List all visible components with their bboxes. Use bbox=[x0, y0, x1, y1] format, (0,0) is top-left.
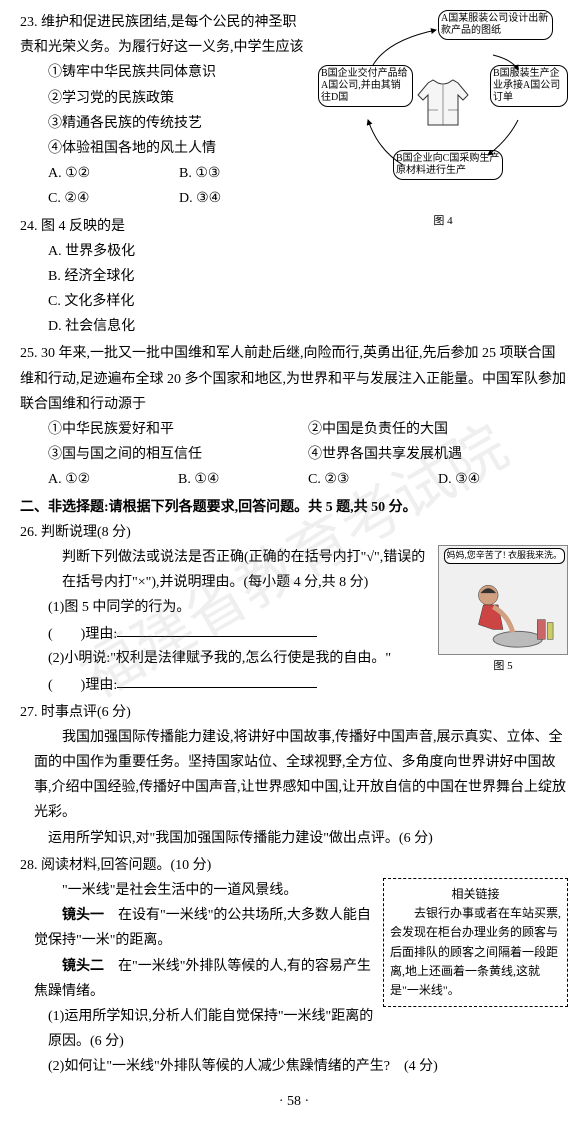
q27-title: 27. 时事点评(6 分) bbox=[20, 700, 568, 725]
q23-opt-a: A. ①② bbox=[48, 161, 179, 186]
q25-stem: 25. 30 年来,一批又一批中国维和军人前赴后继,向险而行,英勇出征,先后参加… bbox=[20, 341, 568, 417]
q24-opt-b: B. 经济全球化 bbox=[20, 264, 568, 289]
q26-sub2-reason: ( )理由: bbox=[48, 677, 117, 692]
fig4-box-bottom: B国企业向C国采购生产原材料进行生产 bbox=[393, 150, 503, 180]
question-24: 24. 图 4 反映的是 A. 世界多极化 B. 经济全球化 C. 文化多样化 … bbox=[20, 214, 568, 340]
q28-title: 28. 阅读材料,回答问题。(10 分) bbox=[20, 853, 568, 878]
fig4-box-left: B国企业交付产品给A国公司,并由其销往D国 bbox=[318, 65, 413, 107]
fig4-box-right: B国服装生产企业承接A国公司订单 bbox=[490, 65, 568, 107]
q23-opt-c: C. ②④ bbox=[48, 186, 179, 211]
q28-lens2-label: 镜头二 bbox=[62, 959, 104, 974]
jacket-icon bbox=[413, 75, 473, 130]
link-box-body: 去银行办事或者在车站买票,会发现在柜台办理业务的顾客与后面排队的顾客之间隔着一段… bbox=[390, 904, 561, 1000]
question-26: 26. 判断说理(8 分) 妈妈,您辛苦了! 衣服我来洗。 图 5 判断下列做法… bbox=[20, 520, 568, 698]
blank-line bbox=[117, 621, 317, 638]
q25-opt-a: A. ①② bbox=[48, 467, 178, 492]
q24-opt-a: A. 世界多极化 bbox=[20, 239, 568, 264]
question-25: 25. 30 年来,一批又一批中国维和军人前赴后继,向险而行,英勇出征,先后参加… bbox=[20, 341, 568, 492]
fig5-speech: 妈妈,您辛苦了! 衣服我来洗。 bbox=[444, 548, 566, 564]
blank-line bbox=[117, 672, 317, 689]
q25-opt-b: B. ①④ bbox=[178, 467, 308, 492]
q25-opt-d: D. ③④ bbox=[438, 467, 568, 492]
q25-opt-c: C. ②③ bbox=[308, 467, 438, 492]
q26-sub1-reason: ( )理由: bbox=[48, 626, 117, 641]
page-number: · 58 · bbox=[20, 1089, 568, 1114]
q28-sub2: (2)如何让"一米线"外排队等候的人减少焦躁情绪的产生? (4 分) bbox=[20, 1054, 568, 1079]
fig4-box-top: A国某服装公司设计出新款产品的图纸 bbox=[438, 10, 553, 40]
q25-sub-1: ①中华民族爱好和平 bbox=[48, 417, 308, 442]
question-27: 27. 时事点评(6 分) 我国加强国际传播能力建设,将讲好中国故事,传播好中国… bbox=[20, 700, 568, 851]
q25-sub-4: ④世界各国共享发展机遇 bbox=[308, 442, 568, 467]
q23-opt-b: B. ①③ bbox=[179, 161, 310, 186]
fig5-caption: 图 5 bbox=[438, 657, 568, 677]
q24-opt-d: D. 社会信息化 bbox=[20, 314, 568, 339]
q27-task: 运用所学知识,对"我国加强国际传播能力建设"做出点评。(6 分) bbox=[20, 826, 568, 851]
q24-opt-c: C. 文化多样化 bbox=[20, 289, 568, 314]
q25-sub-3: ③国与国之间的相互信任 bbox=[48, 442, 308, 467]
q27-body: 我国加强国际传播能力建设,将讲好中国故事,传播好中国声音,展示真实、立体、全面的… bbox=[20, 725, 568, 826]
link-box-title: 相关链接 bbox=[390, 885, 561, 904]
q23-opt-d: D. ③④ bbox=[179, 186, 310, 211]
fig4-caption: 图 4 bbox=[318, 212, 568, 232]
q28-sub1: (1)运用所学知识,分析人们能自觉保持"一米线"距离的原因。(6 分) bbox=[20, 1004, 568, 1054]
q28-lens1-label: 镜头一 bbox=[62, 908, 104, 923]
section-2-title: 二、非选择题:请根据下列各题要求,回答问题。共 5 题,共 50 分。 bbox=[20, 495, 568, 520]
question-28: 28. 阅读材料,回答问题。(10 分) 相关链接 去银行办事或者在车站买票,会… bbox=[20, 853, 568, 1080]
figure-4: A国某服装公司设计出新款产品的图纸 B国企业交付产品给A国公司,并由其销往D国 … bbox=[318, 10, 568, 232]
q25-sub-2: ②中国是负责任的大国 bbox=[308, 417, 568, 442]
link-box: 相关链接 去银行办事或者在车站买票,会发现在柜台办理业务的顾客与后面排队的顾客之… bbox=[383, 878, 568, 1007]
q26-title: 26. 判断说理(8 分) bbox=[20, 520, 568, 545]
figure-5: 妈妈,您辛苦了! 衣服我来洗。 图 5 bbox=[438, 545, 568, 677]
